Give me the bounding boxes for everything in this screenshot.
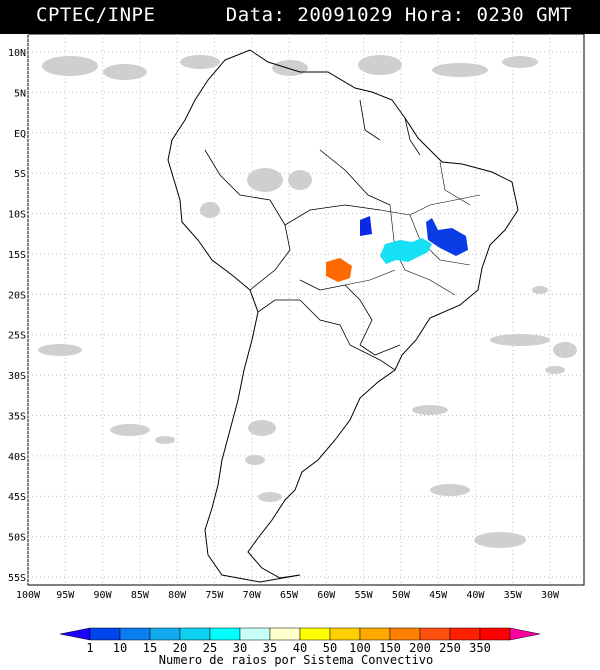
colorbar-swatch bbox=[449, 627, 481, 641]
source-label: CPTEC/INPE bbox=[36, 4, 156, 26]
lat-label: 35S bbox=[8, 411, 26, 422]
colorbar-tick-label: 1 bbox=[86, 641, 93, 655]
lon-label: 40W bbox=[466, 590, 485, 601]
lat-label: 15S bbox=[8, 250, 26, 261]
lat-label: 5N bbox=[14, 88, 26, 99]
lon-label: 75W bbox=[205, 590, 224, 601]
colorbar-swatch bbox=[419, 627, 451, 641]
orange-system bbox=[326, 258, 352, 282]
lon-label: 95W bbox=[56, 590, 75, 601]
lat-label: 30S bbox=[8, 371, 26, 382]
lat-label: 25S bbox=[8, 331, 26, 342]
lon-label: 60W bbox=[317, 590, 336, 601]
lon-label: 65W bbox=[280, 590, 299, 601]
lat-label: 5S bbox=[14, 169, 26, 180]
colorbar-swatch bbox=[119, 627, 151, 641]
colorbar-swatch bbox=[269, 627, 301, 641]
lon-label: 45W bbox=[429, 590, 448, 601]
cyan-system bbox=[380, 238, 432, 264]
south-america-coastline bbox=[167, 49, 519, 583]
colorbar: 1 10 15 20 25 30 35 40 50 100 150 200 250 350 bbox=[59, 627, 541, 655]
colorbar-swatch bbox=[179, 627, 211, 641]
colorbar-tick-label: 250 bbox=[439, 641, 461, 655]
colorbar-swatch bbox=[389, 627, 421, 641]
lon-label: 70W bbox=[243, 590, 262, 601]
colorbar-swatch bbox=[239, 627, 271, 641]
lon-label: 35W bbox=[504, 590, 523, 601]
country-borders bbox=[204, 99, 421, 371]
colorbar-title: Numero de raios por Sistema Convectivo bbox=[159, 653, 434, 667]
lat-label: 10N bbox=[8, 48, 26, 59]
lon-label: 30W bbox=[541, 590, 560, 601]
colorbar-tick-label: 25 bbox=[203, 641, 217, 655]
colorbar-swatch bbox=[359, 627, 391, 641]
colorbar-tick-label: 15 bbox=[143, 641, 157, 655]
colorbar-tick-label: 10 bbox=[113, 641, 127, 655]
colorbar-swatch bbox=[479, 627, 511, 641]
map-frame bbox=[27, 34, 585, 586]
lon-label: 80W bbox=[168, 590, 187, 601]
blue-system-west bbox=[360, 216, 372, 236]
lat-label: 45S bbox=[8, 492, 26, 503]
map-header: CPTEC/INPE Data: 20091029 Hora: 0230 GMT bbox=[0, 0, 600, 34]
colorbar-tick-label: 200 bbox=[409, 641, 431, 655]
colorbar-tick-label: 150 bbox=[379, 641, 401, 655]
lat-label: EQ bbox=[14, 129, 26, 140]
colorbar-tick-label: 20 bbox=[173, 641, 187, 655]
lat-lon-grid: 10N 5N EQ 5S 10S 15S 20S 25S 30S 35S 40S 45S 50S 55S 1… bbox=[8, 34, 584, 601]
colorbar-swatch bbox=[209, 627, 241, 641]
colorbar-tick-label: 350 bbox=[469, 641, 491, 655]
state-borders bbox=[344, 161, 481, 296]
colorbar-swatch bbox=[509, 627, 541, 641]
colorbar-swatch bbox=[329, 627, 361, 641]
colorbar-tick-label: 40 bbox=[293, 641, 307, 655]
convective-systems bbox=[326, 216, 468, 282]
colorbar-swatch bbox=[59, 627, 91, 641]
lon-label: 55W bbox=[355, 590, 374, 601]
colorbar-tick-label: 100 bbox=[349, 641, 371, 655]
lat-label: 20S bbox=[8, 290, 26, 301]
lat-label: 55S bbox=[8, 573, 26, 584]
lon-label: 90W bbox=[94, 590, 113, 601]
colorbar-swatch bbox=[89, 627, 121, 641]
lat-label: 40S bbox=[8, 452, 26, 463]
colorbar-tick-label: 30 bbox=[233, 641, 247, 655]
lon-label: 100W bbox=[16, 590, 41, 601]
colorbar-swatch bbox=[149, 627, 181, 641]
lat-label: 50S bbox=[8, 533, 26, 544]
datetime-label: Data: 20091029 Hora: 0230 GMT bbox=[225, 4, 572, 26]
lon-label: 85W bbox=[131, 590, 150, 601]
colorbar-tick-label: 50 bbox=[323, 641, 337, 655]
colorbar-tick-label: 35 bbox=[263, 641, 277, 655]
cloud-cover bbox=[38, 55, 577, 548]
lon-label: 50W bbox=[392, 590, 411, 601]
blue-system-east bbox=[426, 218, 468, 256]
lightning-map: 10N 5N EQ 5S 10S 15S 20S 25S 30S 35S 40S 45S 50S 55S 1… bbox=[8, 34, 585, 667]
lat-label: 10S bbox=[8, 210, 26, 221]
colorbar-swatch bbox=[299, 627, 331, 641]
